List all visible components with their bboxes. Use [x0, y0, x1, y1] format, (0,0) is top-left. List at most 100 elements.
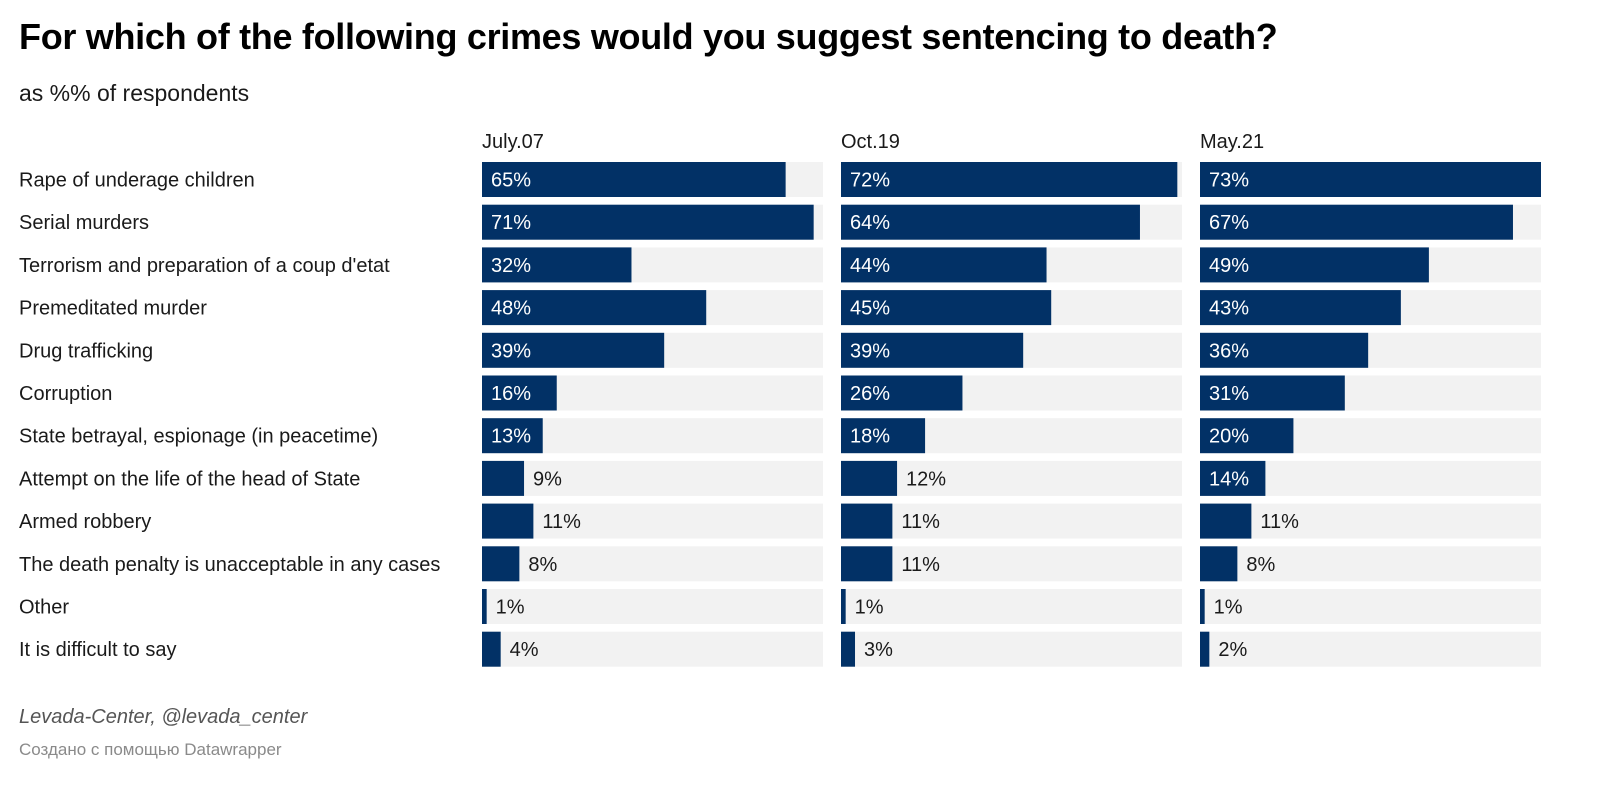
- data-label: 67%: [1209, 212, 1249, 234]
- data-label: 1%: [855, 597, 884, 619]
- bar: [1200, 460, 1266, 496]
- source-note: Levada-Center, @levada_center: [19, 706, 308, 728]
- bar: [1200, 162, 1541, 197]
- bar: [841, 162, 1178, 197]
- bar-track: [482, 460, 823, 496]
- bar: [841, 204, 1140, 240]
- bar-track: [841, 460, 1182, 496]
- credit-note: Создано с помощью Datawrapper: [19, 740, 282, 759]
- bar: [482, 460, 525, 496]
- category-label: State betrayal, espionage (in peacetime): [19, 426, 378, 448]
- data-label: 71%: [491, 212, 531, 234]
- bar: [482, 589, 487, 624]
- bar: [841, 631, 856, 667]
- bar: [1200, 332, 1369, 368]
- data-label: 2%: [1218, 639, 1247, 661]
- data-label: 43%: [1209, 298, 1249, 320]
- bar: [482, 418, 543, 454]
- bar: [482, 290, 707, 326]
- data-label: 45%: [850, 298, 890, 320]
- bar-track: [482, 503, 823, 539]
- bar-track: [841, 631, 1182, 667]
- data-label: 72%: [850, 170, 890, 192]
- bar: [482, 546, 520, 582]
- data-label: 1%: [496, 597, 525, 619]
- chart-title: For which of the following crimes would …: [19, 16, 1278, 57]
- chart-subtitle: as %% of respondents: [19, 80, 250, 106]
- bar-track: [841, 503, 1182, 539]
- bar-track: [1200, 503, 1541, 539]
- data-label: 49%: [1209, 255, 1249, 277]
- bar: [841, 290, 1052, 326]
- bar-track: [482, 631, 823, 667]
- data-label: 48%: [491, 298, 531, 320]
- category-label: Premeditated murder: [19, 298, 207, 320]
- data-label: 44%: [850, 255, 890, 277]
- bar: [1200, 204, 1513, 240]
- data-label: 8%: [528, 554, 557, 576]
- data-label: 65%: [491, 170, 531, 192]
- category-label: Serial murders: [19, 212, 149, 234]
- category-label: The death penalty is unacceptable in any…: [19, 554, 440, 576]
- bar: [1200, 503, 1252, 539]
- category-label: Drug trafficking: [19, 340, 153, 362]
- panel-header: May.21: [1200, 131, 1264, 153]
- bar-track: [1200, 631, 1541, 667]
- bar: [841, 418, 926, 454]
- category-label: Other: [19, 597, 69, 619]
- data-label: 4%: [510, 639, 539, 661]
- bar: [482, 375, 557, 411]
- data-label: 12%: [906, 468, 946, 490]
- category-label: Attempt on the life of the head of State: [19, 468, 360, 490]
- data-label: 18%: [850, 426, 890, 448]
- bar: [841, 375, 963, 411]
- data-label: 3%: [864, 639, 893, 661]
- bar: [841, 460, 898, 496]
- data-label: 11%: [542, 511, 581, 533]
- data-label: 11%: [901, 554, 940, 576]
- bar-chart: Rape of underage children Serial murders T…: [19, 131, 1541, 667]
- data-label: 11%: [1260, 511, 1299, 533]
- category-label: Armed robbery: [19, 511, 151, 533]
- bar: [1200, 290, 1401, 326]
- data-label: 14%: [1209, 468, 1249, 490]
- data-label: 11%: [901, 511, 940, 533]
- bar: [482, 631, 501, 667]
- bar-track: [482, 546, 823, 582]
- data-label: 39%: [491, 340, 531, 362]
- bar-track: [841, 546, 1182, 582]
- bar-track: [1200, 589, 1541, 624]
- data-label: 32%: [491, 255, 531, 277]
- category-label: It is difficult to say: [19, 639, 176, 661]
- category-label: Corruption: [19, 383, 112, 405]
- bar-track: [1200, 546, 1541, 582]
- bar: [482, 332, 665, 368]
- bar: [1200, 546, 1238, 582]
- category-label: Rape of underage children: [19, 170, 255, 192]
- bar: [1200, 589, 1205, 624]
- data-label: 39%: [850, 340, 890, 362]
- data-label: 73%: [1209, 170, 1249, 192]
- data-label: 31%: [1209, 383, 1249, 405]
- bar: [1200, 375, 1345, 411]
- bar: [482, 204, 814, 240]
- bar: [1200, 631, 1210, 667]
- bar: [1200, 418, 1294, 454]
- data-label: 8%: [1246, 554, 1275, 576]
- data-label: 1%: [1214, 597, 1243, 619]
- bar: [841, 247, 1047, 283]
- bar: [482, 503, 534, 539]
- panel-header: July.07: [482, 131, 544, 153]
- bar: [482, 247, 632, 283]
- bar: [841, 332, 1024, 368]
- bar: [841, 503, 893, 539]
- bar: [482, 162, 786, 197]
- data-label: 9%: [533, 468, 562, 490]
- bar: [841, 546, 893, 582]
- panel-header: Oct.19: [841, 131, 900, 153]
- bar: [841, 589, 846, 624]
- bar-track: [841, 589, 1182, 624]
- data-label: 16%: [491, 383, 531, 405]
- data-label: 26%: [850, 383, 890, 405]
- bar: [1200, 247, 1429, 283]
